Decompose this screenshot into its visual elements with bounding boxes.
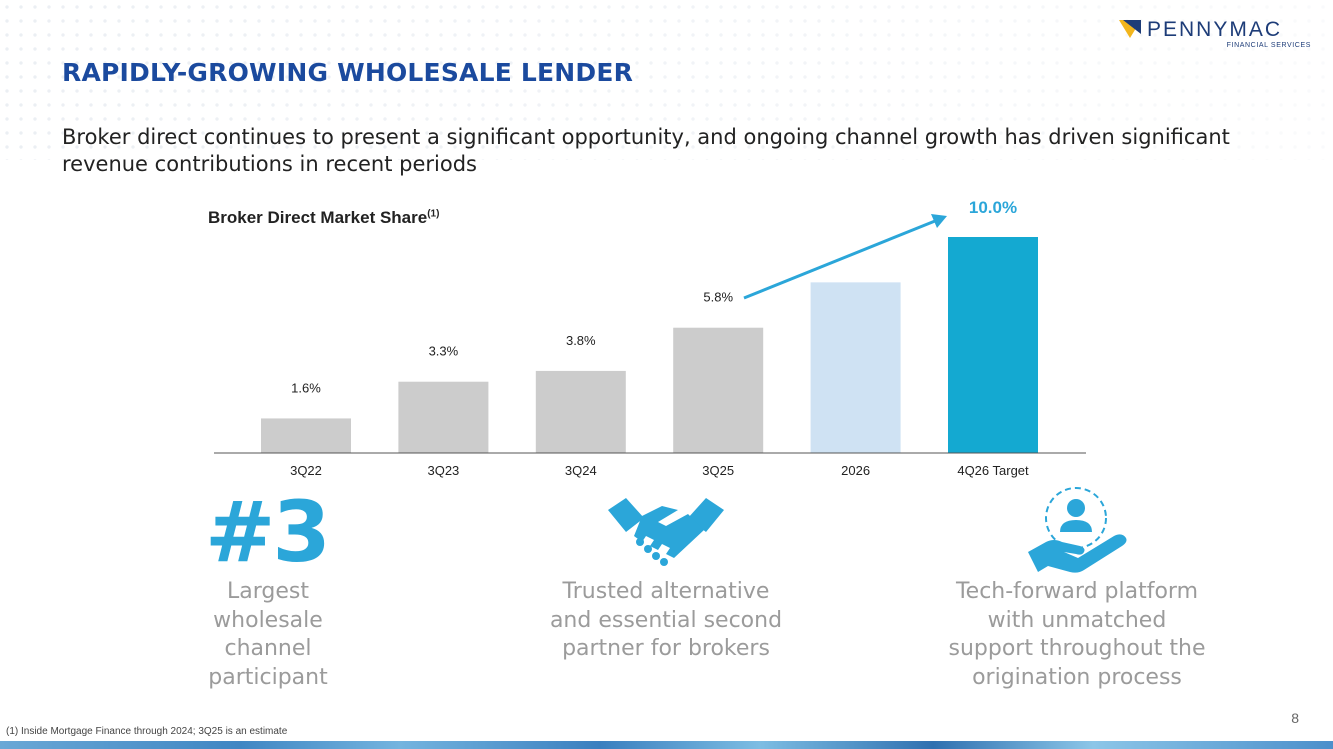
dotted-background <box>0 0 1333 160</box>
x-tick-label: 4Q26 Target <box>957 463 1029 478</box>
feature-text-tech: Tech-forward platform with unmatched sup… <box>948 579 1206 690</box>
x-tick-label: 3Q22 <box>290 463 322 478</box>
person-hand-icon <box>1028 487 1127 573</box>
pennymac-logo: PENNYMAC FINANCIAL SERVICES <box>1119 18 1319 52</box>
logo-subtitle: FINANCIAL SERVICES <box>1226 42 1311 49</box>
feature-text-largest: Largest wholesale channel participant <box>208 579 328 690</box>
x-tick-label: 2026 <box>841 463 870 478</box>
chart-title-footnote-ref: (1) <box>427 208 440 220</box>
bar-3q23 <box>398 381 489 453</box>
x-tick-label: 3Q24 <box>565 463 597 478</box>
chart-title: Broker Direct Market Share(1) <box>208 208 439 228</box>
footnote: (1) Inside Mortgage Finance through 2024… <box>6 726 288 737</box>
growth-arrow-head <box>931 214 947 228</box>
feature-text-trusted: Trusted alternative and essential second… <box>549 579 783 661</box>
data-label: 1.6% <box>291 380 321 395</box>
page-subtitle: Broker direct continues to present a sig… <box>62 125 1230 176</box>
data-label: 3.8% <box>566 333 596 348</box>
rank-number: #3 <box>205 483 331 581</box>
data-label: 3.3% <box>429 344 459 359</box>
data-label: 10.0% <box>969 198 1017 217</box>
x-tick-label: 3Q25 <box>702 463 734 478</box>
bar-4q26-target <box>948 237 1038 453</box>
logo-name: PENNYMAC <box>1147 18 1283 41</box>
page-number: 8 <box>1291 710 1299 726</box>
data-label: 5.8% <box>703 290 733 305</box>
bar-3q22 <box>261 418 351 453</box>
page-title: RAPIDLY-GROWING WHOLESALE LENDER <box>62 58 634 87</box>
growth-arrow-line <box>743 219 936 300</box>
bar-3q25 <box>673 327 764 453</box>
bar-3q24 <box>535 370 626 453</box>
x-tick-label: 3Q23 <box>427 463 459 478</box>
chart-title-text: Broker Direct Market Share <box>208 208 428 227</box>
logo-mark-icon <box>1119 20 1141 38</box>
bottom-decorative-band <box>0 741 1333 749</box>
bar-2026 <box>810 282 901 453</box>
handshake-icon <box>608 498 724 566</box>
